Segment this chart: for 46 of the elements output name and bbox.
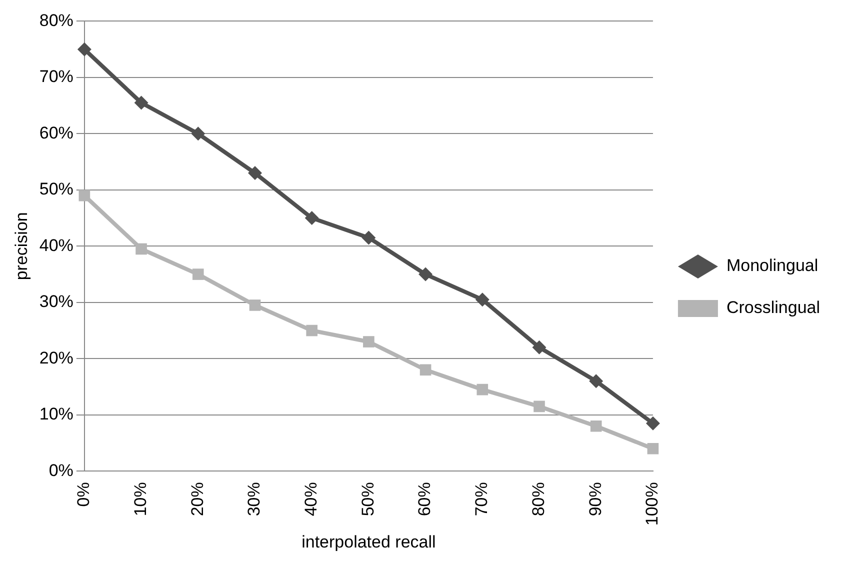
x-tick-label: 20% xyxy=(188,482,207,516)
x-tick-label: 70% xyxy=(472,482,492,516)
legend-label: Monolingual xyxy=(726,256,818,276)
point xyxy=(134,96,148,110)
y-tick-label: 10% xyxy=(39,404,74,424)
point xyxy=(136,243,147,255)
y-tick-label: 70% xyxy=(39,67,74,86)
y-tick-label: 30% xyxy=(39,292,74,312)
point xyxy=(590,420,602,432)
legend-label: Crosslingual xyxy=(726,298,820,318)
point xyxy=(77,42,92,56)
y-tick-label: 20% xyxy=(39,348,74,368)
x-tick-label: 0% xyxy=(74,482,94,507)
point xyxy=(249,300,261,311)
point xyxy=(306,324,318,336)
y-tick-label: 50% xyxy=(39,180,74,199)
point xyxy=(476,384,488,396)
x-tick-label: 90% xyxy=(586,482,605,516)
point xyxy=(362,230,376,245)
y-tick-label: 80% xyxy=(39,10,74,30)
point xyxy=(646,416,660,430)
point xyxy=(589,374,604,388)
y-tick-label: 40% xyxy=(39,236,74,255)
x-tick-label: 30% xyxy=(244,482,264,516)
x-tick-label: 10% xyxy=(130,482,150,516)
point xyxy=(420,364,432,376)
point xyxy=(418,267,433,282)
x-tick-label: 40% xyxy=(302,482,321,516)
point xyxy=(647,442,659,454)
point xyxy=(192,268,204,280)
x-axis-title: interpolated recall xyxy=(302,532,436,552)
point xyxy=(304,211,319,226)
y-tick-label: 0% xyxy=(48,460,74,480)
point xyxy=(363,336,374,348)
point xyxy=(78,190,90,202)
y-tick-label: 60% xyxy=(39,123,74,142)
x-tick-label: 100% xyxy=(642,482,662,526)
y-axis-title: precision xyxy=(12,212,31,280)
point xyxy=(534,400,545,412)
point xyxy=(532,340,546,354)
point xyxy=(191,126,206,141)
x-tick-label: 50% xyxy=(358,482,378,516)
x-tick-label: 60% xyxy=(415,482,434,516)
point xyxy=(475,292,490,307)
x-tick-label: 80% xyxy=(528,482,548,516)
point xyxy=(248,166,262,180)
